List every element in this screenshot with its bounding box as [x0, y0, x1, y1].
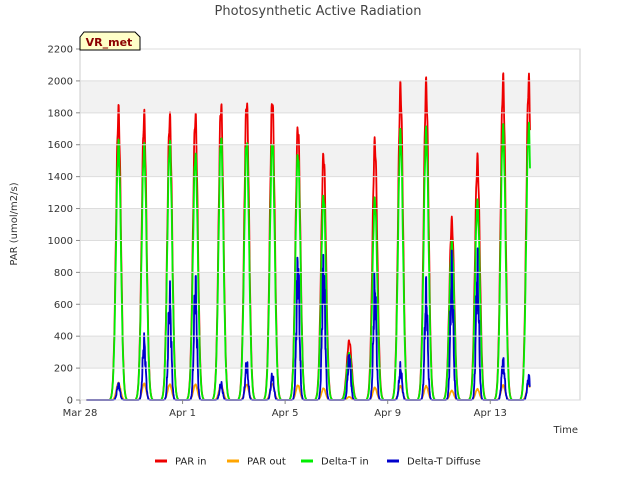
legend: PAR in PAR out Delta-T in Delta-T Diffuse — [155, 457, 481, 468]
chart-title: Photosynthetic Active Radiation — [215, 4, 422, 19]
x-tick-label: Apr 13 — [474, 408, 507, 419]
y-tick-label: 2200 — [48, 45, 73, 56]
legend-label: Delta-T Diffuse — [407, 457, 481, 468]
legend-label: PAR in — [175, 457, 206, 468]
site-badge: VR_met — [79, 31, 141, 51]
x-tick-label: Apr 9 — [374, 408, 401, 419]
plot-background-bands — [80, 80, 580, 369]
y-tick-label: 1800 — [48, 108, 73, 119]
x-tick-label: Mar 28 — [63, 408, 98, 419]
y-tick-label: 1600 — [48, 140, 73, 151]
legend-label: PAR out — [247, 457, 286, 468]
y-tick-label: 1400 — [48, 172, 73, 183]
series-delta-t-diffuse — [85, 247, 531, 401]
y-tick-label: 800 — [54, 268, 73, 279]
y-axis: 0 200 400 600 800 1000 1200 1400 1600 1800 2000 220… — [48, 45, 580, 407]
background-band — [80, 208, 580, 241]
series-par-out — [85, 381, 531, 401]
y-tick-label: 1000 — [48, 236, 73, 247]
background-band — [80, 144, 580, 177]
y-tick-label: 2000 — [48, 76, 73, 87]
site-badge-label: VR_met — [86, 36, 133, 49]
x-axis-title: Time — [553, 425, 578, 436]
legend-label: Delta-T in — [321, 457, 369, 468]
background-band — [80, 80, 580, 113]
y-tick-label: 600 — [54, 300, 73, 311]
y-tick-label: 1200 — [48, 204, 73, 215]
background-band — [80, 272, 580, 305]
y-axis-title: PAR (umol/m2/s) — [9, 182, 20, 265]
x-axis: Mar 28 Apr 1 Apr 5 Apr 9 Apr 13 — [63, 400, 507, 419]
y-tick-label: 400 — [54, 332, 73, 343]
x-tick-label: Apr 1 — [169, 408, 196, 419]
y-tick-label: 200 — [54, 364, 73, 375]
background-band — [80, 336, 580, 369]
x-tick-label: Apr 5 — [272, 408, 299, 419]
y-tick-label: 0 — [67, 396, 73, 407]
